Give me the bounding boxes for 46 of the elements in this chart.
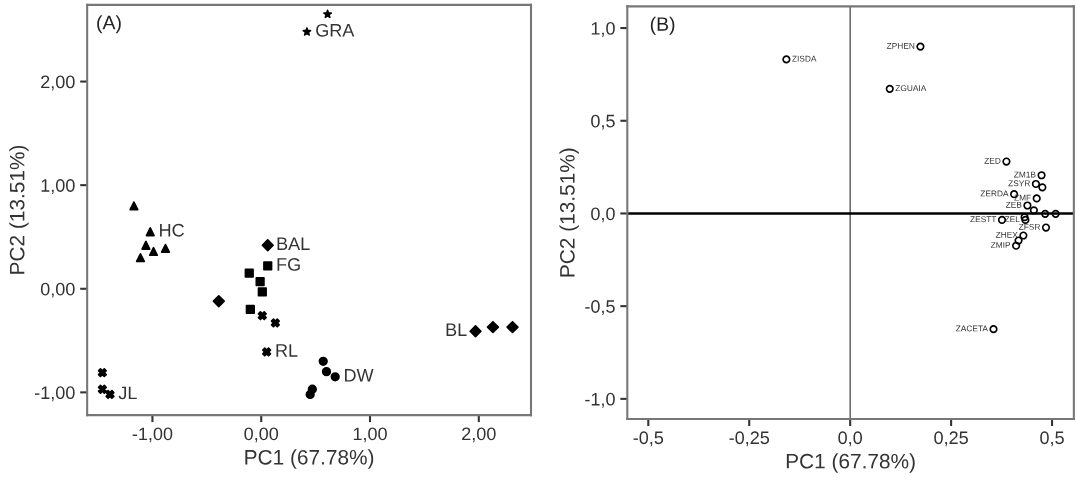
x-tick-label: 0,5	[1040, 431, 1064, 447]
y-tick-label: 1,0	[591, 21, 615, 37]
annotation: ZM1B	[1014, 171, 1036, 178]
y-axis-title: PC2 (13.51%)	[9, 145, 29, 274]
x-axis-title: PC1 (67.78%)	[786, 453, 915, 473]
annotation: ZEB	[1005, 201, 1022, 208]
x-axis-title: PC1 (67.78%)	[245, 449, 374, 469]
x-tick-label: -0,5	[633, 431, 664, 447]
annotation: ZPHEN	[886, 43, 915, 49]
x-tick-label: 0,0	[838, 431, 863, 447]
y-tick-label: -0,5	[585, 300, 615, 316]
x-tick-label: 2,00	[462, 427, 496, 443]
annotation: RL	[276, 344, 298, 357]
annotation: ZFSR	[1018, 223, 1041, 230]
y-axis-title: PC2 (13.51%)	[559, 148, 579, 277]
annotation: ZMF	[1014, 194, 1031, 201]
y-tick-label: -1,0	[585, 392, 615, 408]
annotation: ZMIP	[990, 242, 1011, 248]
annotation: ZESTT	[970, 216, 997, 223]
annotation: FG	[277, 258, 300, 271]
y-tick-label: 2,00	[41, 75, 75, 91]
annotation: ZED	[984, 157, 1001, 164]
annotation: JL	[118, 386, 137, 400]
annotation: DW	[345, 369, 374, 382]
y-tick-label: -1,00	[35, 386, 75, 402]
annotation: ZERDA	[980, 190, 1009, 197]
x-tick-label: 1,00	[353, 427, 387, 443]
x-tick-label: -1,00	[132, 427, 173, 443]
x-tick-label: 0,25	[934, 431, 968, 447]
annotation: ZHEX	[995, 231, 1018, 238]
annotation: BL	[446, 323, 467, 336]
annotation: ZISDA	[792, 55, 817, 62]
annotation: (B)	[650, 16, 675, 35]
annotation: GRA	[316, 23, 355, 37]
annotation: HC	[160, 223, 184, 237]
y-tick-label: 0,5	[591, 114, 615, 130]
y-tick-label: 0,00	[40, 282, 75, 298]
y-tick-label: 1,00	[41, 179, 75, 195]
x-tick-label: 0,00	[244, 427, 279, 443]
annotation: ZGUAIA	[895, 85, 927, 92]
y-tick-label: 0,0	[591, 207, 615, 223]
annotation: BAL	[277, 237, 310, 250]
x-tick-label: -0,25	[729, 431, 770, 447]
annotation: ZACETA	[955, 325, 988, 332]
annotation: ZSYR	[1008, 180, 1030, 187]
annotation: (A)	[97, 15, 121, 34]
